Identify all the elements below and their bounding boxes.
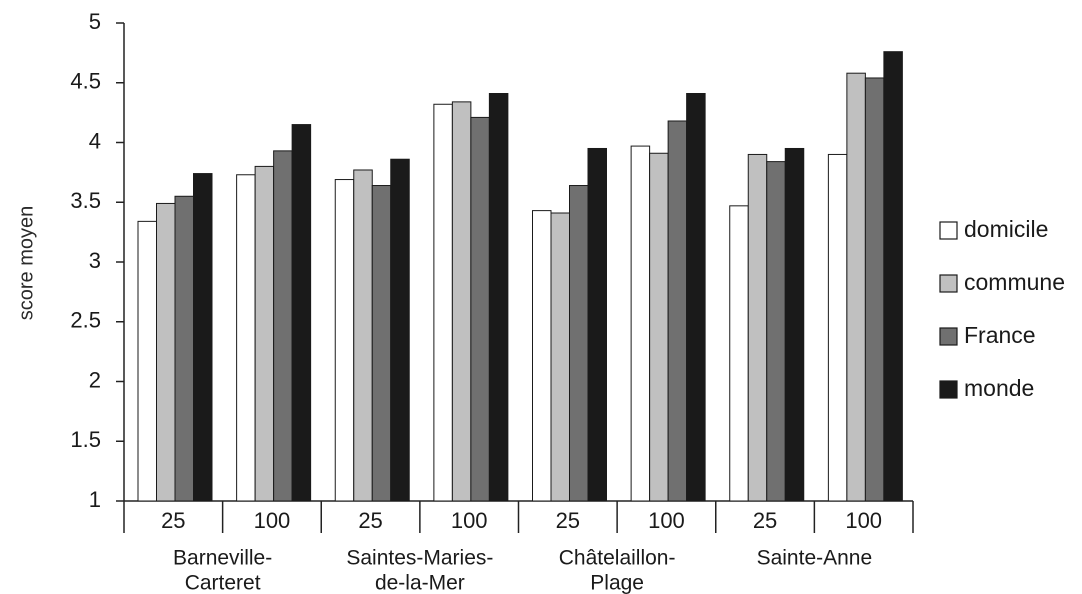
bar-commune — [451, 101, 472, 502]
bar-france — [667, 120, 688, 502]
y-tick-label: 1 — [89, 487, 101, 512]
group-label: Plage — [590, 572, 644, 594]
x-axis: 25 100 Barneville-Carteret 25 100 Saintes-Mar… — [123, 500, 914, 594]
x-tick-label: 25 — [556, 508, 580, 533]
legend-label-monde: monde — [964, 375, 1034, 401]
x-tick-label: 100 — [845, 508, 882, 533]
bar-france — [470, 116, 490, 502]
bar-france — [569, 185, 589, 502]
bar-domicile — [236, 174, 256, 502]
legend-swatch-domicile — [939, 221, 958, 240]
x-tick-label: 100 — [254, 508, 291, 533]
bar-france — [273, 150, 293, 502]
x-tick-label: 25 — [358, 508, 382, 533]
x-tick-label: 100 — [648, 508, 685, 533]
bar-france — [766, 161, 786, 502]
y-tick-label: 4 — [89, 128, 101, 153]
bar-monde — [587, 147, 607, 502]
y-axis-title: score moyen — [15, 206, 37, 321]
bar-monde — [390, 158, 410, 502]
y-tick-label: 4.5 — [70, 69, 101, 94]
bar-france — [864, 77, 885, 502]
bar-monde — [784, 147, 805, 502]
x-tick-label: 25 — [161, 508, 185, 533]
bar-monde — [883, 51, 903, 502]
legend-swatch-commune — [939, 274, 958, 293]
bar-commune — [353, 169, 373, 502]
x-tick-label: 100 — [451, 508, 488, 533]
x-tick-label: 25 — [753, 508, 777, 533]
y-tick-label: 2 — [89, 367, 101, 392]
y-tick-label: 3 — [89, 248, 101, 273]
group-label: Sainte-Anne — [757, 547, 873, 570]
group-label: Barneville- — [173, 547, 272, 570]
y-tick-label: 5 — [89, 9, 101, 34]
bar-commune — [156, 202, 176, 502]
y-tick-label: 2.5 — [70, 308, 101, 333]
group-label: Châtelaillon- — [559, 547, 676, 570]
bar-domicile — [729, 205, 749, 502]
bar-france — [371, 185, 392, 502]
bar-commune — [846, 72, 866, 502]
bar-commune — [747, 153, 768, 502]
bar-monde — [291, 124, 312, 502]
legend-label-commune: commune — [964, 269, 1065, 295]
y-tick-label: 1.5 — [70, 427, 101, 452]
bars — [137, 51, 903, 502]
bar-domicile — [532, 210, 552, 502]
legend-label-domicile: domicile — [964, 216, 1048, 242]
legend: domicile commune France monde — [939, 216, 1065, 401]
bar-domicile — [334, 179, 355, 502]
bar-monde — [488, 93, 509, 502]
legend-swatch-monde — [939, 380, 958, 399]
bar-domicile — [630, 145, 651, 502]
bar-monde — [686, 93, 706, 502]
bar-france — [174, 195, 194, 502]
bar-commune — [254, 165, 275, 502]
bar-domicile — [827, 153, 848, 502]
legend-label-france: France — [964, 322, 1036, 348]
bar-domicile — [137, 220, 157, 502]
bar-domicile — [433, 103, 453, 502]
group-label: Carteret — [185, 572, 261, 594]
group-label: Saintes-Maries- — [346, 547, 493, 570]
y-axis: 1 1.5 2 2.5 3 3.5 4 4.5 5 — [70, 9, 125, 512]
group-label: de-la-Mer — [375, 572, 465, 594]
bar-commune — [550, 212, 570, 502]
y-tick-label: 3.5 — [70, 188, 101, 213]
bar-commune — [649, 152, 669, 502]
bar-monde — [193, 173, 213, 502]
legend-swatch-france — [939, 327, 958, 346]
